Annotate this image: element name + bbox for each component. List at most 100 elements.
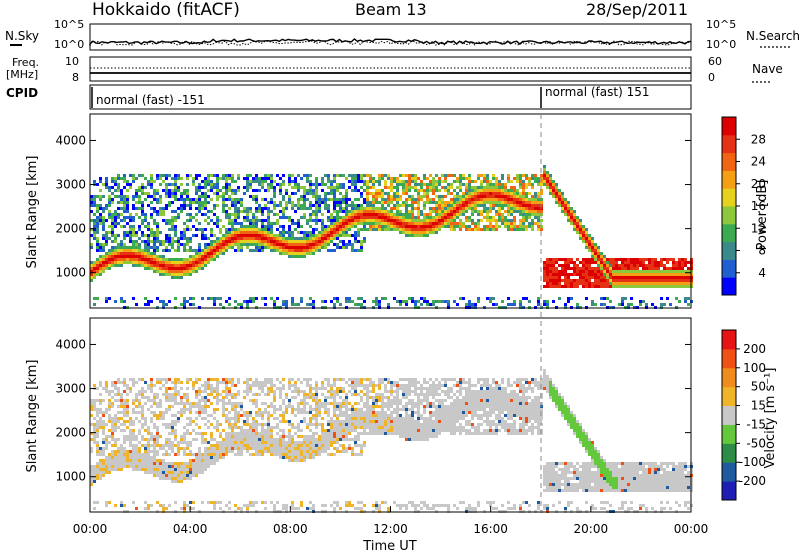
- power-cell: [255, 207, 258, 210]
- velocity-cell: [291, 384, 294, 387]
- power-cell: [198, 249, 201, 252]
- velocity-cell: [270, 441, 273, 444]
- power-cell: [621, 285, 624, 288]
- power-cell: [402, 189, 405, 192]
- power-cell: [579, 279, 582, 282]
- power-cell: [477, 177, 480, 180]
- velocity-cell: [240, 450, 243, 453]
- power-cell: [102, 264, 105, 267]
- power-cell: [219, 303, 222, 306]
- power-cell: [135, 207, 138, 210]
- power-cell: [240, 240, 243, 243]
- power-cell: [108, 204, 111, 207]
- power-cell: [480, 210, 483, 213]
- power-cell: [264, 174, 267, 177]
- power-cell: [576, 216, 579, 219]
- power-cell: [90, 267, 93, 270]
- power-cell: [336, 216, 339, 219]
- velocity-cell: [228, 417, 231, 420]
- velocity-cell: [168, 468, 171, 471]
- power-cell: [195, 213, 198, 216]
- velocity-cell: [276, 444, 279, 447]
- power-cell: [150, 180, 153, 183]
- power-cell: [426, 186, 429, 189]
- power-cell: [486, 225, 489, 228]
- power-cell: [159, 264, 162, 267]
- power-cell: [348, 234, 351, 237]
- velocity-cell: [102, 411, 105, 414]
- power-cell: [357, 219, 360, 222]
- power-cell: [141, 261, 144, 264]
- power-cell: [270, 234, 273, 237]
- power-cell: [135, 201, 138, 204]
- power-cell: [303, 198, 306, 201]
- power-cell: [111, 261, 114, 264]
- velocity-cell: [273, 405, 276, 408]
- velocity-cell: [165, 465, 168, 468]
- power-cell: [342, 183, 345, 186]
- power-cell: [297, 222, 300, 225]
- velocity-cell: [135, 444, 138, 447]
- velocity-cell: [228, 441, 231, 444]
- power-cell: [186, 204, 189, 207]
- velocity-cell: [255, 501, 258, 504]
- power-cell: [255, 201, 258, 204]
- velocity-cell: [144, 438, 147, 441]
- power-cell: [453, 201, 456, 204]
- velocity-cell: [192, 474, 195, 477]
- velocity-cell: [273, 438, 276, 441]
- power-cell: [114, 249, 117, 252]
- velocity-cell: [246, 447, 249, 450]
- power-cell: [519, 303, 522, 306]
- power-cell: [669, 276, 672, 279]
- velocity-cell: [99, 402, 102, 405]
- velocity-cell: [144, 390, 147, 393]
- power-cell: [321, 183, 324, 186]
- velocity-cell: [141, 453, 144, 456]
- power-cell: [144, 267, 147, 270]
- power-cell: [672, 267, 675, 270]
- power-cell: [627, 258, 630, 261]
- velocity-cell: [138, 399, 141, 402]
- power-cell: [300, 198, 303, 201]
- velocity-cell: [99, 417, 102, 420]
- power-cell: [456, 213, 459, 216]
- power-cell: [447, 207, 450, 210]
- power-cell: [348, 180, 351, 183]
- power-cell: [123, 219, 126, 222]
- velocity-cell: [279, 447, 282, 450]
- power-cell: [156, 261, 159, 264]
- velocity-cell: [267, 432, 270, 435]
- velocity-cell: [186, 474, 189, 477]
- power-cell: [387, 219, 390, 222]
- power-cell: [114, 216, 117, 219]
- velocity-cell: [189, 432, 192, 435]
- velocity-cell: [228, 501, 231, 504]
- velocity-cell: [156, 444, 159, 447]
- velocity-cell: [111, 453, 114, 456]
- velocity-cell: [189, 378, 192, 381]
- power-cell: [564, 267, 567, 270]
- power-cell: [324, 195, 327, 198]
- power-cell: [462, 183, 465, 186]
- power-cell: [309, 192, 312, 195]
- velocity-cell: [219, 423, 222, 426]
- power-cell: [486, 195, 489, 198]
- velocity-cell: [285, 441, 288, 444]
- velocity-cell: [180, 408, 183, 411]
- velocity-cell: [171, 480, 174, 483]
- power-cell: [657, 273, 660, 276]
- power-cell: [93, 261, 96, 264]
- power-cell: [312, 228, 315, 231]
- power-cell: [486, 180, 489, 183]
- power-cell: [594, 279, 597, 282]
- velocity-cell: [282, 441, 285, 444]
- power-cell: [363, 189, 366, 192]
- power-cell: [537, 216, 540, 219]
- velocity-cell: [276, 423, 279, 426]
- power-cell: [315, 237, 318, 240]
- power-cell: [540, 228, 543, 231]
- power-cell: [351, 210, 354, 213]
- velocity-cell: [96, 471, 99, 474]
- power-cell: [342, 246, 345, 249]
